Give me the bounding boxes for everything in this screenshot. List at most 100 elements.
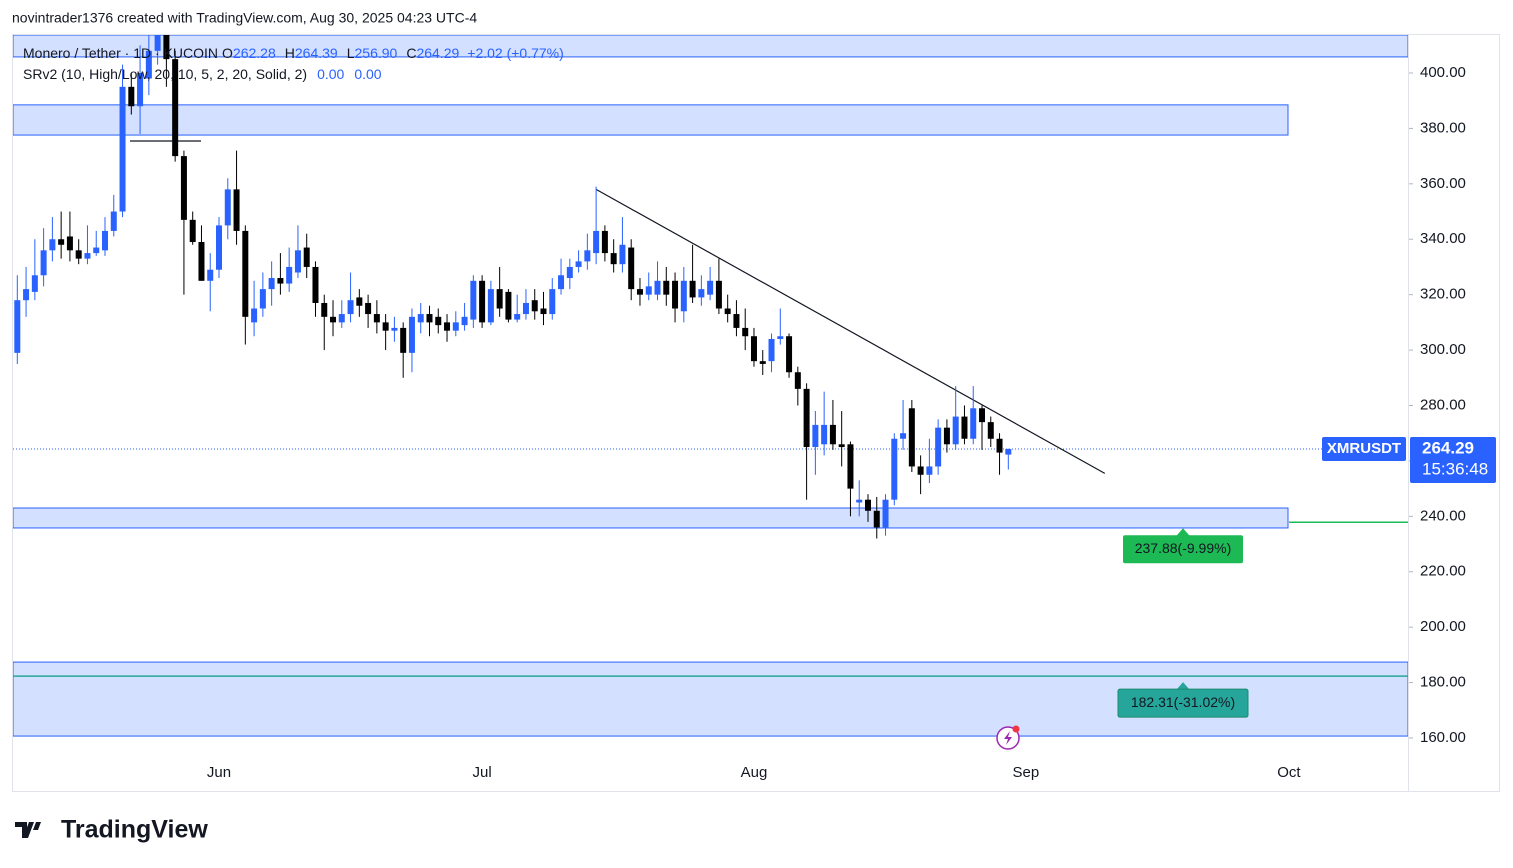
candle-body: [49, 239, 56, 251]
candle-body: [93, 247, 100, 254]
legend: Monero / Tether · 1D · KUCOIN O262.28 H264…: [23, 45, 564, 61]
candle-body: [444, 322, 451, 331]
candle-body: [996, 438, 1003, 453]
level-label: 182.31(-31.02%): [1131, 694, 1235, 710]
legend-key: C: [406, 45, 416, 61]
x-tick-label: Jun: [207, 764, 231, 781]
candle-body: [742, 327, 749, 337]
candle-body: [645, 286, 652, 295]
footer-logo: TradingView: [15, 816, 208, 844]
candle-body: [908, 408, 915, 467]
indicator-value: 0.00: [354, 66, 381, 82]
candle-body: [198, 242, 205, 281]
candle-body: [786, 336, 793, 373]
candle-body: [628, 247, 635, 290]
candle-body: [321, 302, 328, 317]
candle-body: [864, 499, 871, 511]
candle-body: [294, 250, 301, 273]
x-tick-label: Sep: [1012, 764, 1039, 781]
candle-body: [768, 338, 775, 362]
candle-body: [549, 289, 556, 315]
candle-body: [829, 424, 836, 445]
candle-body: [821, 424, 828, 445]
candle-body: [943, 427, 950, 445]
candle-body: [180, 156, 187, 220]
candle-body: [268, 278, 275, 290]
candle-body: [400, 327, 407, 353]
candle-body: [812, 424, 819, 448]
legend-value: 262.28: [233, 45, 276, 61]
legend-value: 264.39: [295, 45, 338, 61]
candle-body: [926, 466, 933, 475]
candle-body: [102, 230, 108, 251]
y-tick-label: 220.00: [1420, 563, 1466, 580]
level-pointer: [1176, 528, 1190, 537]
indicator-legend: SRv2 (10, High/Low, 20, 10, 5, 2, 20, So…: [23, 66, 382, 82]
candle-body: [75, 250, 82, 259]
candle-body: [610, 253, 617, 265]
candle-body: [680, 280, 687, 312]
candle-body: [259, 289, 266, 309]
level-label: 237.88(-9.99%): [1135, 540, 1232, 556]
candle-body: [66, 236, 73, 251]
candle-body: [961, 416, 968, 439]
candle-body: [979, 408, 985, 423]
candle-body: [382, 322, 389, 331]
legend-key: O: [222, 45, 233, 61]
candle-body: [689, 280, 696, 298]
candle-body: [654, 280, 661, 295]
candle-body: [733, 314, 740, 328]
candle-body: [987, 422, 994, 439]
legend-title: Monero / Tether · 1D · KUCOIN: [23, 45, 218, 61]
candle-body: [189, 219, 196, 243]
y-tick-label: 400.00: [1420, 64, 1466, 81]
candle-body: [286, 266, 293, 284]
candle-body: [303, 247, 310, 267]
candle-body: [242, 230, 249, 317]
candle-body: [847, 444, 854, 489]
indicator-value: 0.00: [317, 66, 344, 82]
candle-body: [891, 438, 898, 500]
candle-body: [330, 316, 337, 323]
candle-body: [312, 266, 319, 303]
candle-body: [750, 336, 757, 362]
candle-body: [128, 86, 135, 107]
candle-body: [566, 266, 573, 279]
candle-body: [759, 361, 766, 364]
x-tick-label: Aug: [741, 764, 768, 781]
candle-body: [584, 250, 591, 262]
candle-body: [882, 499, 889, 528]
x-tick-label: Oct: [1277, 764, 1301, 781]
level-label-box: [1123, 535, 1243, 564]
candle-body: [145, 50, 152, 79]
candle-body: [558, 275, 565, 290]
y-tick-label: 380.00: [1420, 119, 1466, 136]
candle-body: [233, 189, 240, 231]
candle-body: [838, 444, 845, 448]
candle-body: [672, 280, 679, 309]
alert-icon: [996, 725, 1020, 750]
y-tick-label: 240.00: [1420, 507, 1466, 524]
candle-body: [452, 322, 459, 331]
legend-key: H: [285, 45, 295, 61]
zone: [13, 35, 1408, 58]
candle-body: [663, 280, 670, 295]
candle-body: [952, 416, 959, 445]
candle-body: [487, 289, 494, 323]
symbol-tag-label: XMRUSDT: [1327, 440, 1401, 457]
candle-body: [698, 289, 705, 298]
indicator-name: SRv2 (10, High/Low, 20, 10, 5, 2, 20, So…: [23, 66, 307, 82]
candle-body: [391, 327, 398, 331]
candle-body: [470, 280, 477, 320]
zone: [13, 104, 1289, 136]
candle-body: [277, 278, 284, 284]
logo-mark: [15, 822, 41, 838]
candle-body: [531, 300, 538, 312]
y-tick-label: 340.00: [1420, 230, 1466, 247]
candle-body: [338, 314, 345, 323]
price-tag-value: 264.29: [1422, 439, 1474, 458]
y-tick-label: 280.00: [1420, 396, 1466, 413]
candle-body: [373, 314, 380, 323]
